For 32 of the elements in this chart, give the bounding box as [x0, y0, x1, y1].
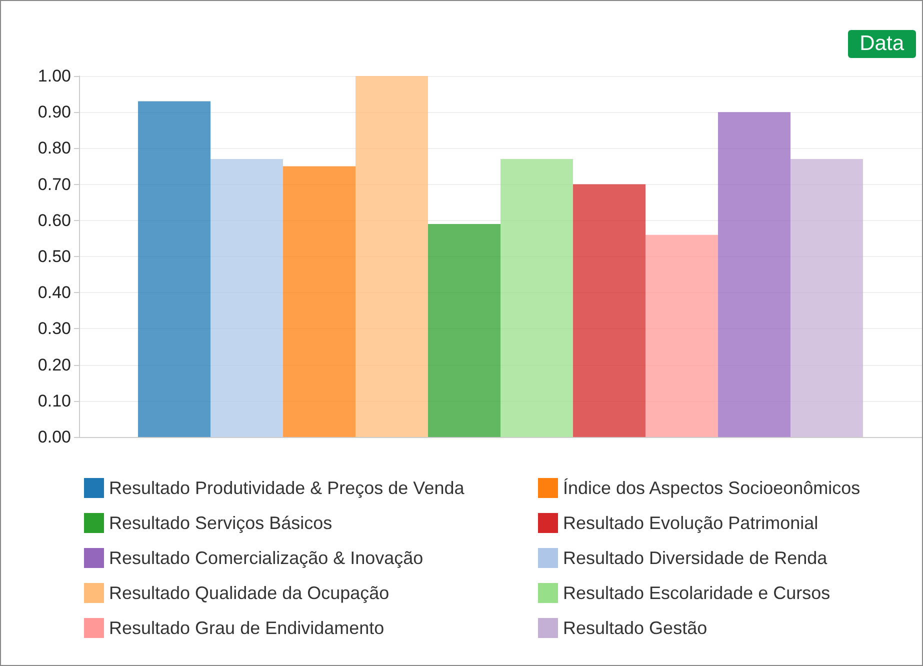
y-tick-label: 0.00 [38, 428, 71, 446]
y-tick-label: 0.20 [38, 355, 71, 374]
y-tick-label: 0.60 [38, 210, 71, 230]
legend-label: Resultado Diversidade de Renda [563, 548, 828, 568]
y-tick-label: 0.40 [38, 283, 71, 302]
legend-label: Resultado Evolução Patrimonial [563, 513, 818, 533]
y-tick-label: 0.90 [38, 102, 71, 122]
bar [138, 101, 211, 437]
text: Data [848, 30, 916, 58]
bar [645, 234, 718, 437]
y-tick-label: 0.70 [38, 174, 71, 194]
legend-label: Resultado Qualidade da Ocupação [109, 583, 390, 603]
legend-label: Resultado Serviços Básicos [109, 513, 332, 533]
bar [210, 159, 284, 437]
legend-label: Resultado Escolaridade e Cursos [563, 583, 830, 603]
y-tick-label: 0.30 [38, 319, 71, 338]
legend-label: Índice dos Aspectos Socioeonômicos [563, 478, 860, 498]
y-tick-label: 0.50 [38, 247, 71, 266]
legend-label: Resultado Comercialização & Inovação [109, 548, 424, 568]
bar [428, 224, 500, 437]
bar [573, 184, 646, 437]
y-tick-label: 0.10 [38, 391, 71, 410]
bar [718, 112, 790, 437]
bar [790, 159, 863, 437]
bar [500, 159, 573, 437]
y-tick-label: 0.80 [38, 138, 71, 158]
y-tick-label: 1.00 [38, 66, 71, 86]
legend-label: Resultado Produtividade & Preços de Venda [109, 478, 466, 498]
bar [283, 166, 356, 437]
legend-label: Resultado Grau de Endividamento [109, 618, 384, 638]
legend-label: Resultado Gestão [563, 618, 708, 638]
bar [356, 76, 428, 437]
